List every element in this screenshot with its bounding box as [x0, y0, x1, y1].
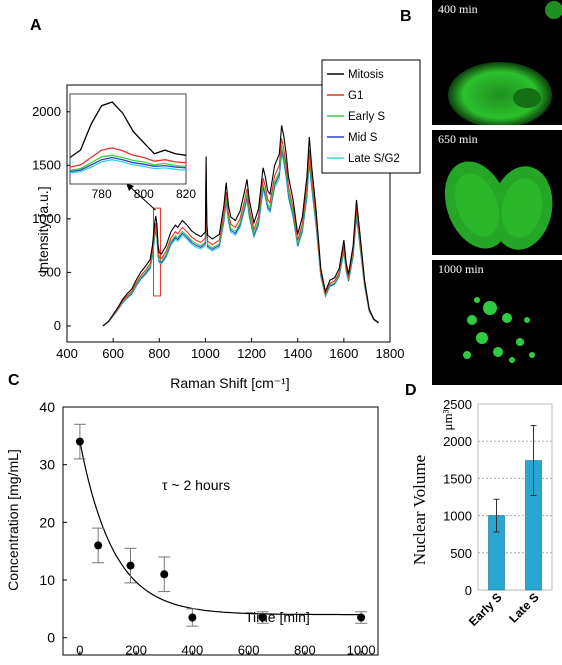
- raman-x-tick-label: 1800: [376, 346, 405, 361]
- legend-label: G1: [348, 90, 363, 102]
- raman-y-tick-label: 0: [54, 318, 61, 333]
- panel-letter-a: A: [30, 17, 42, 34]
- inset-series-line: [69, 101, 187, 159]
- microscopy-image-1000min: 1000 min: [432, 260, 562, 385]
- microscopy-image-400min: 400 min: [432, 0, 562, 125]
- inset-series-line: [69, 147, 187, 168]
- nucleus-image: [448, 1, 562, 125]
- inset-frame: [69, 93, 187, 185]
- image-time-label: 1000 min: [438, 262, 484, 276]
- raman-y-tick-label: 1500: [32, 157, 61, 172]
- raman-series-line: [102, 138, 379, 327]
- raman-x-tick-label: 1600: [329, 346, 358, 361]
- raman-y-tick-label: 500: [39, 264, 61, 279]
- arrow-head: [126, 183, 134, 191]
- legend-label: Mitosis: [348, 69, 384, 81]
- nucleus-image: [444, 161, 553, 250]
- inset-series-line: [69, 154, 187, 171]
- inset-series-line: [69, 156, 187, 173]
- microscopy-image-650min: 650 min: [432, 130, 562, 255]
- legend-label: Late S/G2: [348, 153, 400, 165]
- raman-y-tick-label: 1000: [32, 211, 61, 226]
- image-time-label: 650 min: [438, 132, 478, 146]
- inset-series-line: [69, 159, 187, 174]
- inset-pointer-arrow: [127, 184, 156, 211]
- raman-y-axis-label: Intensity [a.u.]: [35, 186, 51, 273]
- legend-label: Early S: [348, 111, 385, 123]
- inset-x-tick-label: 820: [176, 187, 196, 201]
- panel-letter-c: C: [8, 372, 20, 389]
- panel-letter-b: B: [400, 8, 412, 25]
- raman-x-tick-label: 800: [148, 346, 170, 361]
- raman-x-tick-label: 1000: [191, 346, 220, 361]
- raman-x-tick-label: 1400: [283, 346, 312, 361]
- image-time-label: 400 min: [438, 2, 478, 16]
- nucleus-image: [463, 297, 535, 363]
- raman-x-tick-label: 1200: [237, 346, 266, 361]
- inset-x-tick-label: 780: [92, 187, 112, 201]
- legend-label: Mid S: [348, 132, 378, 144]
- inset-x-tick-label: 800: [134, 187, 154, 201]
- raman-y-tick-label: 2000: [32, 104, 61, 119]
- raman-plot-frame: [66, 84, 391, 343]
- raman-series-line: [102, 125, 379, 327]
- raman-x-tick-label: 600: [102, 346, 124, 361]
- panel-letter-d: D: [405, 382, 417, 399]
- raman-x-tick-label: 400: [56, 346, 78, 361]
- raman-x-axis-label: Raman Shift [cm⁻¹]: [170, 375, 289, 391]
